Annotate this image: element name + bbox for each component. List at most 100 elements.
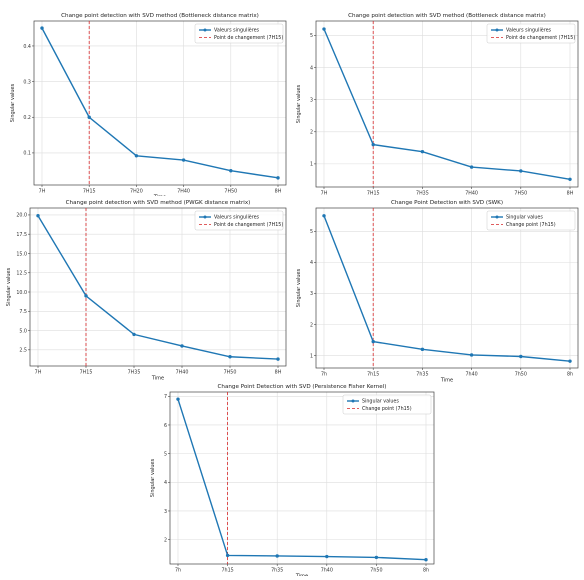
y-tick-label: 0.3 [23,79,31,85]
x-tick-label: 7h [321,372,327,378]
x-tick-label: 7h40 [321,568,333,574]
data-point [40,26,44,30]
x-tick-label: 7H35 [128,370,141,376]
y-tick-label: 2 [164,537,167,543]
y-tick-label: 0.1 [23,151,31,157]
y-tick-label: 1 [310,353,313,359]
legend-change-point-label: Change point (7h15) [506,222,556,228]
x-tick-label: 7h15 [221,568,233,574]
data-point [84,294,88,298]
y-axis-label: Singular values [6,267,12,306]
data-point [420,347,425,352]
y-tick-label: 10.0 [16,290,27,296]
y-tick-label: 3 [310,97,313,103]
series-line [323,215,571,362]
chart-panel-bottleneck-2: Change point detection with SVD method (… [292,8,584,203]
y-tick-label: 5.0 [19,328,27,334]
x-tick-label: 7H [39,189,46,195]
x-tick-label: 8h [567,372,573,378]
y-tick-label: 17.5 [16,232,27,238]
y-tick-label: 2.5 [19,348,27,354]
y-tick-label: 3 [310,291,313,297]
data-point [374,555,379,560]
legend-change-point-label: Point de changement (7H15) [214,35,283,41]
x-tick-label: 7H [321,191,328,197]
plot-frame [315,207,579,369]
data-point [519,354,523,359]
x-tick-label: 7h35 [271,568,283,574]
y-tick-label: 15.0 [16,251,27,257]
plot-frame [169,391,435,565]
y-tick-label: 5 [164,451,167,457]
y-tick-label: 2 [310,322,313,328]
y-tick-label: 7.5 [19,309,27,315]
legend-series-label: Valeurs singulières [214,27,260,34]
data-point [276,357,280,361]
legend-box [342,394,432,415]
series-line [41,27,279,179]
x-tick-label: 7H50 [224,370,237,376]
chart-svg-bottleneck-2: Change point detection with SVD method (… [296,13,579,203]
x-tick-label: 7h35 [416,372,428,378]
y-axis-label: Singular values [150,458,156,497]
y-tick-label: 0.2 [23,115,31,121]
y-tick-label: 4 [310,260,313,266]
legend-series-marker [203,215,207,219]
chart-title: Change point detection with SVD method (… [66,200,251,206]
y-axis-label: Singular values [10,83,16,122]
data-point [322,27,326,31]
x-tick-label: 7H [35,370,42,376]
x-tick-label: 8H [275,189,282,195]
data-point [469,353,474,357]
data-point [568,359,572,363]
series-line [323,28,571,180]
x-tick-label: 7h40 [465,372,477,378]
chart-panel-bottleneck-1: Change point detection with SVD method (… [0,8,292,201]
x-tick-label: 7H15 [80,370,93,376]
y-tick-label: 2 [310,130,313,136]
data-point [225,553,230,558]
y-tick-label: 1 [310,162,313,168]
data-point [134,154,139,158]
legend-box [194,23,284,44]
chart-title: Change Point Detection with SVD (SWK) [391,200,503,206]
legend-box [194,210,284,231]
x-tick-label: 7H20 [130,189,143,195]
chart-svg-bottleneck-1: Change point detection with SVD method (… [10,13,287,201]
x-tick-label: 7h15 [367,372,379,378]
series-line [177,398,427,561]
y-axis-label: Singular values [296,84,302,123]
data-point [275,554,279,558]
legend-box [486,23,576,44]
data-point [228,355,232,359]
data-point [87,115,91,119]
data-point [420,149,425,154]
x-tick-label: 7H40 [177,189,190,195]
x-tick-label: 7H40 [465,191,478,197]
plot-frame [315,20,579,188]
legend-series-marker [203,28,207,32]
y-tick-label: 4 [310,65,313,71]
legend-series-label: Valeurs singulières [214,214,260,221]
chart-panel-swk: Change Point Detection with SVD (SWK) 1 2 3… [292,198,584,384]
legend-series-label: Singular values [506,215,543,221]
y-tick-label: 0.4 [23,44,31,50]
x-axis-label: Time [153,195,166,197]
x-tick-label: 7h50 [515,372,527,378]
data-point [132,332,136,337]
legend-change-point-label: Change point (7h15) [362,406,412,412]
x-tick-label: 7H15 [83,189,96,195]
data-point [36,214,40,218]
data-point [568,177,572,181]
data-point [424,558,428,562]
data-point [325,554,329,559]
data-point [371,339,375,344]
y-tick-label: 6 [164,423,167,429]
data-point [469,165,474,169]
plot-frame [33,20,287,186]
legend-change-point-label: Point de changement (7H15) [214,222,283,228]
legend-series-label: Singular values [362,399,399,405]
y-tick-label: 5 [310,33,313,39]
chart-title: Change point detection with SVD method (… [348,13,546,19]
x-tick-label: 7H50 [224,189,237,195]
